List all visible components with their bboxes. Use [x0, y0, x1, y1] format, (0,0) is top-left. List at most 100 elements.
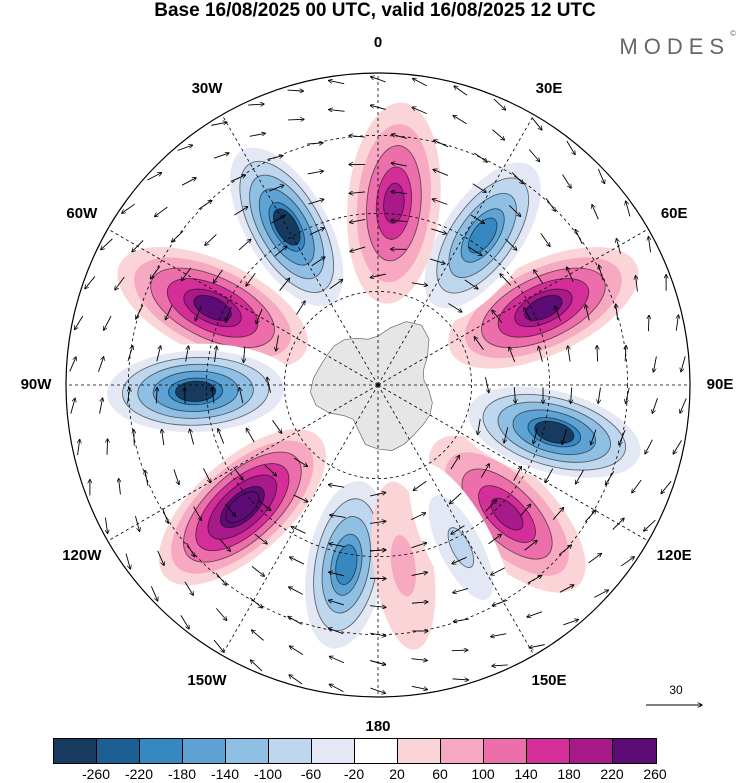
- wind-vector-arrow: [296, 301, 306, 315]
- wind-vector-arrow: [431, 228, 446, 234]
- wind-vector-arrow: [652, 398, 658, 413]
- wind-vector-arrow: [575, 229, 583, 244]
- wind-vector-arrow: [213, 639, 224, 652]
- wind-vectors: [69, 77, 687, 694]
- wind-vector-arrow: [230, 175, 246, 182]
- longitude-label: 30E: [535, 79, 563, 97]
- latitude-circle: [205, 212, 551, 558]
- meridian-line: [377, 384, 535, 656]
- wind-vector-arrow: [575, 469, 584, 484]
- colorbar-swatch: [226, 739, 269, 763]
- wind-vector-arrow: [370, 492, 386, 497]
- wind-vector-arrow: [181, 178, 196, 186]
- wind-vector-arrow: [370, 273, 386, 278]
- colorbar-tick-label: -180: [167, 766, 197, 782]
- wind-vector-arrow: [493, 98, 506, 110]
- meridian-line: [221, 114, 379, 386]
- wind-vector-arrow: [529, 644, 545, 648]
- wind-vector-arrow: [452, 556, 467, 563]
- wind-vector-arrow: [216, 608, 226, 620]
- wind-vector-arrow: [519, 504, 531, 517]
- wind-vector-arrow: [450, 455, 460, 470]
- wind-vector-arrow: [563, 620, 578, 626]
- meridian-line: [377, 114, 535, 386]
- wind-vector-arrow: [598, 387, 600, 404]
- wind-vector-arrow: [177, 145, 192, 151]
- longitude-label: 90E: [706, 376, 734, 393]
- wind-vector-arrow: [205, 234, 217, 245]
- wind-vector-arrow: [555, 306, 561, 322]
- wind-vector-arrow: [508, 205, 521, 216]
- anomaly-lobe-low: [91, 343, 300, 440]
- reference-vector-label: 30: [669, 683, 683, 697]
- wind-vector-arrow: [150, 265, 161, 279]
- colorbar-tick-label: 180: [557, 766, 581, 782]
- wind-vector-arrow: [330, 515, 346, 518]
- longitude-label: 150E: [531, 672, 567, 690]
- colorbar-tick-label: -20: [343, 766, 365, 782]
- wind-vector-arrow: [616, 304, 618, 320]
- wind-vector-arrow: [289, 587, 303, 595]
- wind-vector-arrow: [531, 117, 542, 130]
- wind-vector-arrow: [225, 503, 235, 516]
- anomaly-lobe-high: [117, 247, 308, 369]
- latitude-circle: [283, 290, 472, 479]
- wind-vector-arrow: [533, 428, 538, 443]
- wind-vector-arrow: [279, 278, 290, 291]
- wind-vector-arrow: [239, 387, 244, 404]
- wind-vector-arrow: [370, 660, 385, 665]
- wind-vector-arrow: [453, 618, 470, 622]
- anomaly-lobe-low: [409, 462, 513, 633]
- wind-vector-arrow: [105, 517, 107, 534]
- wind-vector-arrow: [370, 521, 386, 523]
- wind-vector-arrow: [162, 429, 164, 446]
- wind-vector-arrow: [491, 567, 506, 575]
- longitude-label: 0: [373, 34, 383, 51]
- wind-vector-arrow: [349, 192, 366, 193]
- wind-vector-arrow: [411, 659, 427, 661]
- wind-vector-arrow: [309, 228, 324, 236]
- wind-vector-arrow: [509, 347, 516, 363]
- wind-vector-arrow: [673, 440, 682, 454]
- wind-vector-arrow: [293, 457, 308, 467]
- wind-vector-arrow: [620, 557, 634, 567]
- wind-vector-arrow: [474, 337, 484, 350]
- wind-vector-arrow: [115, 276, 125, 290]
- colorbar-swatch: [183, 739, 226, 763]
- meridian-line: [107, 384, 379, 542]
- wind-vector-arrow: [524, 308, 532, 322]
- wind-vector-arrow: [681, 356, 686, 371]
- wind-vector-arrow: [101, 238, 113, 250]
- longitude-label: 150W: [187, 672, 227, 690]
- wind-vector-arrow: [132, 240, 144, 251]
- wind-vector-arrow: [505, 238, 516, 250]
- wind-vector-arrow: [616, 238, 621, 255]
- wind-vector-arrow: [213, 153, 229, 159]
- colorbar-swatch: [97, 739, 140, 763]
- wind-vector-arrow: [165, 305, 173, 320]
- wind-vector-arrow: [246, 272, 256, 286]
- wind-vector-arrow: [625, 345, 626, 362]
- wind-vector-arrow: [329, 80, 345, 85]
- wind-vector-arrow: [218, 429, 225, 444]
- wind-vector-arrow: [597, 345, 598, 362]
- wind-vector-arrow: [329, 656, 345, 664]
- wind-vector-arrow: [249, 133, 266, 137]
- wind-vector-arrow: [288, 119, 304, 120]
- anomaly-lobe-low: [412, 147, 554, 324]
- longitude-label: 120W: [62, 547, 102, 564]
- wind-vector-arrow: [74, 315, 84, 330]
- anomaly-lobe-high: [158, 429, 326, 586]
- colorbar-tick-label: -220: [124, 766, 154, 782]
- wind-vector-arrow: [212, 387, 214, 404]
- colorbar-tick-label: 20: [389, 766, 405, 782]
- colorbar-swatch: [527, 739, 570, 763]
- wind-vector-arrow: [528, 149, 539, 162]
- wind-vector-arrow: [599, 265, 604, 281]
- wind-vector-arrow: [592, 205, 599, 220]
- wind-vector-arrow: [597, 168, 604, 184]
- meridian-line: [377, 228, 649, 386]
- colorbar-tick-label: -100: [253, 766, 283, 782]
